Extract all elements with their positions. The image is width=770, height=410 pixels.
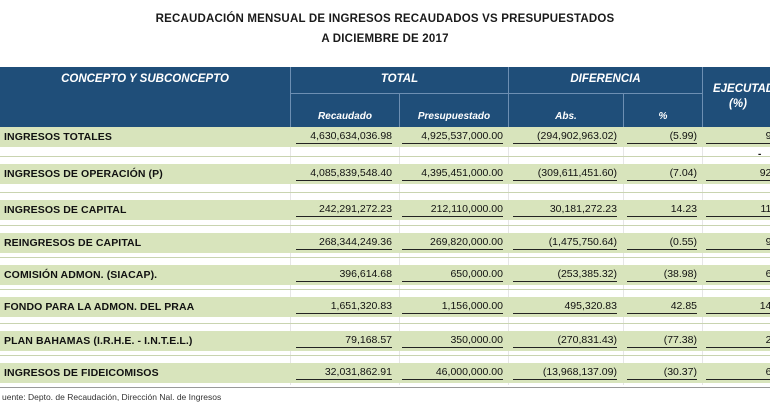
header-pct: % [658,111,668,122]
row-separator [0,355,770,356]
cell-ejecutado: 69.6 [706,366,770,380]
header-recaudado: Recaudado [318,111,372,122]
cell-pct: (77.38) [627,334,697,348]
cell-pct: (30.37) [627,366,697,380]
header-abs: Abs. [555,111,577,122]
row-label: REINGRESOS DE CAPITAL [4,237,142,249]
cell-recaudado: 79,168.57 [296,334,392,348]
row-label: FONDO PARA LA ADMON. DEL PRAA [4,301,195,313]
cell-ejecutado: 22.6 [706,334,770,348]
cell-recaudado: 396,614.68 [296,268,392,282]
table-row: INGRESOS DE FIDEICOMISOS 32,031,862.91 46,… [0,363,770,383]
row-separator [0,257,770,258]
cell-pct: (38.98) [627,268,697,282]
cell-abs: (1,475,750.64) [513,236,617,250]
cell-pct: (7.04) [627,167,697,181]
row-separator [0,156,770,157]
cell-recaudado: 4,085,839,548.40 [296,167,392,181]
header-concepto: CONCEPTO Y SUBCONCEPTO [61,73,229,85]
cell-presupuestado: 4,925,537,000.00 [402,130,503,144]
report-subtitle: A DICIEMBRE DE 2017 [321,33,449,45]
cell-ejecutado: 114.2 [706,203,770,217]
cell-presupuestado: 350,000.00 [402,334,503,348]
cell-ejecutado: 92.96 [706,167,770,181]
source-note: uente: Depto. de Recaudación, Dirección … [2,392,222,402]
cell-recaudado: 4,630,634,036.98 [296,130,392,144]
report-title: RECAUDACIÓN MENSUAL DE INGRESOS RECAUDAD… [155,13,615,25]
row-label: INGRESOS TOTALES [4,131,112,143]
table-row: INGRESOS TOTALES 4,630,634,036.98 4,925,53… [0,127,770,147]
cell-recaudado: 268,344,249.36 [296,236,392,250]
header-diferencia: DIFERENCIA [570,73,641,85]
table-row: REINGRESOS DE CAPITAL 268,344,249.36 269,8… [0,233,770,253]
row-label: INGRESOS DE OPERACIÓN (P) [4,168,163,180]
cell-abs: (309,611,451.60) [513,167,617,181]
cell-abs: 495,320.83 [513,300,617,314]
table-row: INGRESOS DE CAPITAL 242,291,272.23 212,110… [0,200,770,220]
cell-recaudado: 242,291,272.23 [296,203,392,217]
cell-presupuestado: 4,395,451,000.00 [402,167,503,181]
table-header: CONCEPTO Y SUBCONCEPTO TOTAL DIFERENCIA … [0,67,770,127]
cell-ejecutado: 142.8 [706,300,770,314]
header-total: TOTAL [380,73,419,85]
cell-presupuestado: 269,820,000.00 [402,236,503,250]
row-label: INGRESOS DE FIDEICOMISOS [4,367,159,379]
row-separator [0,289,770,290]
cell-presupuestado: 46,000,000.00 [402,366,503,380]
row-label: COMISIÓN ADMON. (SIACAP). [4,269,158,281]
cell-ejecutado: 94.0 [706,130,770,144]
table-row: COMISIÓN ADMON. (SIACAP). 396,614.68 650,0… [0,265,770,285]
cell-presupuestado: 1,156,000.00 [402,300,503,314]
row-separator [0,225,770,226]
cell-ejecutado: 61.0 [706,268,770,282]
cell-abs: (270,831.43) [513,334,617,348]
row-separator [0,192,770,193]
cell-abs: 30,181,272.23 [513,203,617,217]
cell-abs: (294,902,963.02) [513,130,617,144]
table-row: FONDO PARA LA ADMON. DEL PRAA 1,651,320.8… [0,297,770,317]
row-label: INGRESOS DE CAPITAL [4,204,127,216]
table-row: PLAN BAHAMAS (I.R.H.E. - I.N.T.E.L.) 79,1… [0,331,770,351]
cell-pct: (5.99) [627,130,697,144]
cell-abs: (253,385.32) [513,268,617,282]
cell-recaudado: 32,031,862.91 [296,366,392,380]
cell-pct: 14.23 [627,203,697,217]
cell-abs: (13,968,137.09) [513,366,617,380]
cell-ejecutado: 99.5 [706,236,770,250]
dash-mark: - [758,149,762,160]
row-label: PLAN BAHAMAS (I.R.H.E. - I.N.T.E.L.) [4,335,193,347]
cell-pct: 42.85 [627,300,697,314]
cell-presupuestado: 212,110,000.00 [402,203,503,217]
row-separator [0,323,770,324]
cell-pct: (0.55) [627,236,697,250]
cell-recaudado: 1,651,320.83 [296,300,392,314]
table-row: INGRESOS DE OPERACIÓN (P) 4,085,839,548.4… [0,164,770,184]
cell-presupuestado: 650,000.00 [402,268,503,282]
header-presupuestado: Presupuestado [417,111,491,122]
header-ejecutado: EJECUTADO [712,83,770,95]
header-ejecutado-pct: (%) [729,98,747,110]
